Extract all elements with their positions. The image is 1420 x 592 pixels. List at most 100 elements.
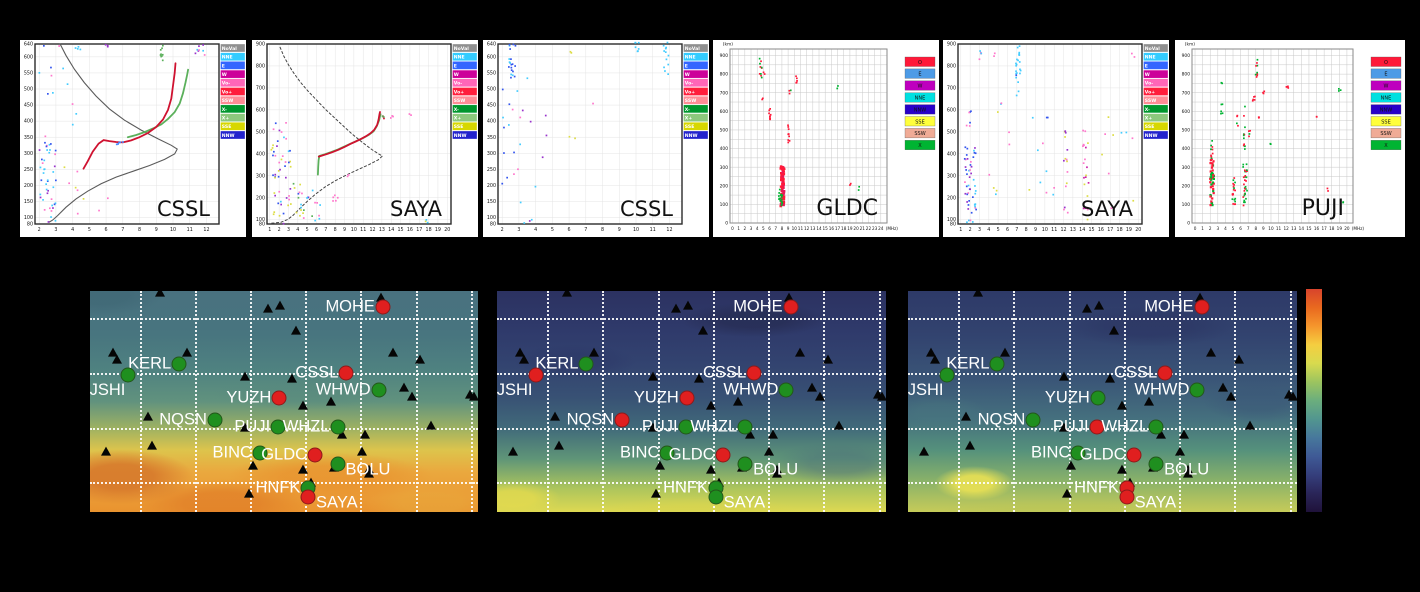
profile-trace [269,46,384,224]
legend-label: X+ [222,116,230,122]
svg-text:16: 16 [1314,226,1320,231]
seismic-station-triangle-icon [143,411,154,421]
legend-label: SSE [685,124,695,130]
seismic-station-triangle-icon [814,391,825,401]
station-code-label: CSSL [1114,363,1158,382]
legend-swatch [904,104,936,115]
map-gridline-vertical [958,291,961,512]
station-code-label: BOLU [1164,460,1210,479]
legend-swatch [904,56,936,67]
svg-text:2: 2 [278,227,281,233]
station-code-label: JSHI [908,380,944,399]
ionogram-station-label: GLDC [816,196,878,221]
legend: OEW NNE NNW SSE SSW X [1370,56,1402,150]
legend-label: SSW [1145,98,1156,104]
svg-text:11: 11 [650,227,656,233]
svg-text:400: 400 [256,151,265,157]
station-code-label: KERL [128,354,172,373]
svg-text:17: 17 [835,226,841,231]
svg-text:7: 7 [1015,227,1018,233]
seismic-station-triangle-icon [783,292,794,302]
legend-label: Vo+ [1145,89,1155,95]
ionogram-station-label: CSSL [157,197,210,221]
svg-text:22: 22 [866,226,872,231]
seismic-station-triangle-icon [1288,391,1297,401]
map-gridline-vertical [1289,291,1292,512]
svg-text:5: 5 [88,227,91,233]
svg-text:1: 1 [737,226,740,231]
seismic-station-triangle-icon [807,382,818,392]
svg-text:20: 20 [1344,226,1350,231]
grid [730,49,887,224]
grid [1192,49,1353,224]
seismic-station-triangle-icon [768,429,779,439]
svg-text:16: 16 [407,227,413,233]
svg-text:900: 900 [256,42,265,48]
svg-text:10: 10 [1268,226,1274,231]
svg-text:24: 24 [878,226,884,231]
svg-text:20: 20 [1135,227,1141,233]
legend-label: X- [685,107,690,113]
station-code-label: BINC [619,443,660,462]
seismic-station-triangle-icon [182,347,192,357]
seismic-station-triangle-icon [1144,396,1155,406]
svg-text:150: 150 [487,199,496,205]
station-dot-icon [1194,299,1210,315]
station-code-label: GLDC [261,445,308,464]
ionogram-panel-saya-fit: 900 800 700 600 500 400 300 200 100 80 1 2 3 4 5 6 7 8 9 10… [252,40,478,237]
station-dot-icon [578,356,594,372]
seismic-station-triangle-icon [399,382,410,392]
svg-text:400: 400 [24,119,33,125]
seismic-station-triangle-icon [240,371,251,381]
legend-label: NoVal [222,46,237,52]
station-dot-icon [614,412,630,428]
station-dot-icon [678,419,694,435]
svg-text:6: 6 [105,227,108,233]
o-mode-trace [82,62,177,170]
map-panel-2: MOHE KERL JSHI CSSL WHWD YUZH NQSN PUJI WHZL BINC… [497,291,886,512]
svg-text:12: 12 [203,227,209,233]
svg-text:4: 4 [1224,226,1227,231]
legend-label: Vo- [685,81,693,87]
svg-text:12: 12 [666,227,672,233]
seismic-station-triangle-icon [515,347,526,357]
legend-label: SSE [1145,124,1155,130]
seismic-station-triangle-icon [1116,400,1127,410]
seismic-station-triangle-icon [877,391,886,401]
svg-text:12: 12 [1283,226,1289,231]
legend-label: SSE [1381,119,1391,125]
legend-swatch [904,140,936,150]
legend-swatch [1143,96,1169,105]
station-code-label: JSHI [497,380,533,399]
svg-text:0: 0 [1187,221,1190,227]
svg-text:12: 12 [804,226,810,231]
svg-text:10: 10 [1042,227,1048,233]
seismic-station-triangle-icon [1058,422,1069,432]
station-dot-icon [528,367,543,383]
seismic-station-triangle-icon [387,347,398,357]
x-tick-labels: 0 1 2 3 4 5 6 7 8 9 10 11 12 13 14 15 16 17 18 19 20 (MHz) [1194,226,1365,231]
svg-text:1: 1 [1201,226,1204,231]
legend-label: W [454,72,459,78]
legend-label: NNE [454,55,465,61]
svg-text:8: 8 [334,227,337,233]
station-code-label: CSSL [703,363,747,382]
legend-swatch [683,122,709,131]
station-dot-icon [1070,445,1086,461]
svg-text:550: 550 [487,71,496,77]
legend-swatch [1143,69,1169,79]
station-code-label: WHWD [315,380,371,399]
legend-label: E [1145,63,1148,69]
svg-text:3: 3 [1216,226,1219,231]
legend-swatch [220,52,246,61]
station-code-label: GLDC [668,445,715,464]
seismic-station-triangle-icon [1062,488,1073,498]
seismic-station-triangle-icon [298,464,309,474]
map-gridline-vertical [1068,291,1071,512]
map-gridline-horizontal [497,317,886,320]
seismic-station-triangle-icon [562,291,573,297]
svg-text:4: 4 [987,227,990,233]
